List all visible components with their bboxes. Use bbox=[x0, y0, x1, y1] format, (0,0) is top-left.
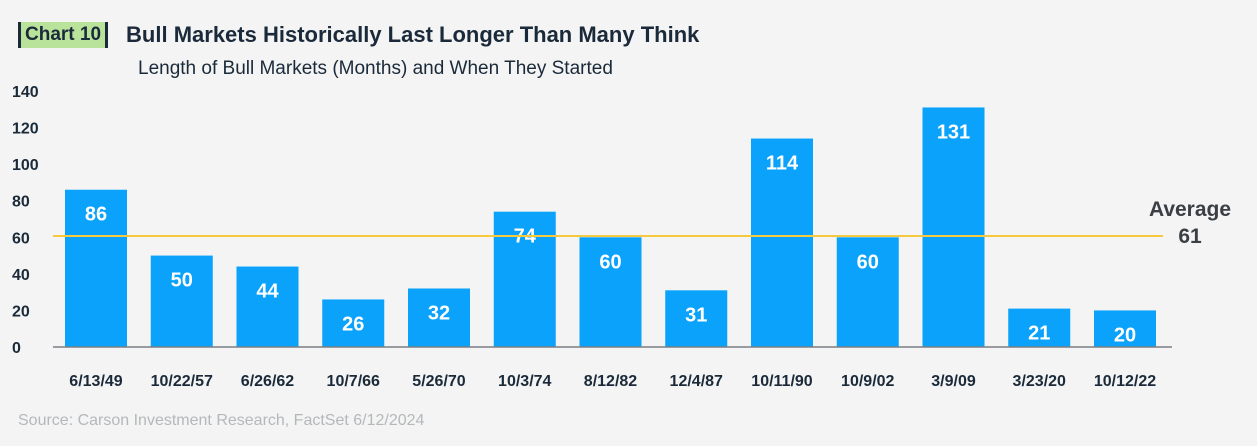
x-tick-label: 12/4/87 bbox=[670, 373, 723, 390]
chart-number-tag: Chart 10 bbox=[18, 22, 109, 48]
y-tick-label: 20 bbox=[12, 303, 30, 320]
x-tick-label: 10/22/57 bbox=[151, 373, 213, 390]
chart-subtitle: Length of Bull Markets (Months) and When… bbox=[138, 58, 613, 79]
y-tick-label: 140 bbox=[12, 84, 39, 101]
bar bbox=[408, 288, 470, 347]
x-tick-label: 6/13/49 bbox=[69, 373, 122, 390]
bar bbox=[579, 237, 642, 347]
bar bbox=[236, 266, 299, 347]
y-tick-label: 120 bbox=[12, 121, 39, 138]
data-label: 31 bbox=[685, 304, 707, 326]
data-label: 60 bbox=[857, 251, 879, 273]
data-label: 26 bbox=[342, 313, 364, 335]
x-tick-label: 8/12/82 bbox=[584, 373, 637, 390]
x-tick-label: 10/12/22 bbox=[1094, 373, 1156, 390]
bar bbox=[322, 299, 385, 347]
chart-title: Bull Markets Historically Last Longer Th… bbox=[126, 22, 700, 47]
chart-header: Chart 10 Bull Markets Historically Last … bbox=[18, 18, 699, 52]
y-tick-label: 60 bbox=[12, 230, 30, 247]
bar bbox=[150, 255, 213, 347]
x-axis: 6/13/49 10/22/57 6/26/62 10/7/66 5/26/70 10/3… bbox=[53, 346, 1172, 390]
bar bbox=[1008, 308, 1071, 347]
y-tick-label: 100 bbox=[12, 157, 39, 174]
bar bbox=[1094, 310, 1156, 347]
data-label: 114 bbox=[766, 153, 799, 175]
data-label: 32 bbox=[428, 302, 450, 324]
y-tick-label: 40 bbox=[12, 267, 30, 284]
data-label: 21 bbox=[1028, 323, 1050, 345]
x-tick-label: 10/7/66 bbox=[327, 373, 380, 390]
bar bbox=[836, 237, 899, 347]
x-tick-label: 10/9/02 bbox=[841, 373, 894, 390]
bar bbox=[65, 189, 127, 347]
x-tick-label: 6/26/62 bbox=[241, 373, 294, 390]
average-group: Average 61 bbox=[53, 198, 1231, 248]
average-label: Average bbox=[1149, 198, 1231, 221]
source-note: Source: Carson Investment Research, Fact… bbox=[18, 412, 425, 429]
data-label: 86 bbox=[85, 204, 107, 226]
bar bbox=[751, 138, 813, 347]
bar bbox=[922, 107, 985, 347]
x-tick-label: 10/11/90 bbox=[751, 373, 813, 390]
x-tick-label: 3/9/09 bbox=[931, 373, 976, 390]
x-tick-label: 10/3/74 bbox=[498, 373, 551, 390]
data-label: 131 bbox=[937, 121, 970, 143]
data-label: 60 bbox=[599, 251, 621, 273]
x-tick-label: 5/26/70 bbox=[412, 373, 465, 390]
x-tick-label: 3/23/20 bbox=[1013, 373, 1066, 390]
data-label: 50 bbox=[171, 270, 193, 292]
y-axis: 0 20 40 60 80 100 120 140 bbox=[12, 84, 39, 357]
bar bbox=[493, 211, 556, 347]
y-tick-label: 80 bbox=[12, 194, 30, 211]
data-label: 44 bbox=[256, 281, 279, 303]
data-label: 20 bbox=[1114, 324, 1136, 346]
bar bbox=[665, 290, 728, 347]
average-value: 61 bbox=[1178, 225, 1202, 248]
y-tick-label: 0 bbox=[12, 340, 21, 357]
